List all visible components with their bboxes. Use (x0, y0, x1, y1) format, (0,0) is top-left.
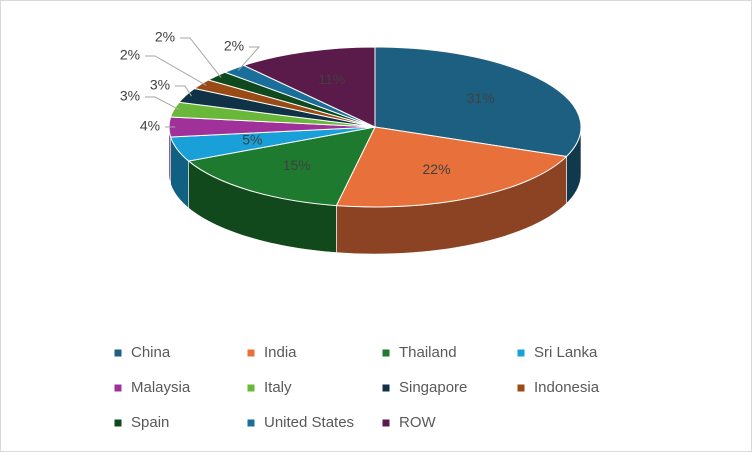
pie-slice (374, 46, 582, 157)
legend-label: Indonesia (534, 379, 600, 396)
legend-label: Malaysia (131, 379, 191, 396)
pie-slice (187, 126, 376, 207)
pie-slice (335, 126, 568, 208)
leader-line (145, 96, 181, 111)
data-label: 22% (423, 161, 451, 177)
legend: China India Thailand Sri Lanka Malaysia Italy… (114, 344, 600, 431)
legend-marker (247, 419, 255, 427)
legend-marker (114, 349, 122, 357)
data-label: 2% (155, 29, 175, 45)
data-label: 5% (242, 132, 262, 148)
leader-line (175, 85, 193, 97)
legend-label: United States (264, 414, 354, 431)
legend-marker (517, 384, 525, 392)
pie-sides (168, 126, 582, 255)
pie-tops (168, 46, 582, 208)
legend-label: Sri Lanka (534, 344, 598, 361)
leader-line (237, 46, 261, 71)
data-label: 3% (120, 88, 140, 104)
data-label: 15% (283, 157, 311, 173)
legend-marker (382, 349, 390, 357)
data-label: 3% (150, 77, 170, 93)
data-label: 2% (224, 38, 244, 54)
legend-marker (517, 349, 525, 357)
legend-label: India (264, 344, 297, 361)
legend-label: Spain (131, 414, 169, 431)
legend-marker (114, 419, 122, 427)
data-label: 11% (318, 71, 345, 87)
legend-label: Italy (264, 379, 292, 396)
data-label: 4% (140, 118, 160, 134)
legend-label: Singapore (399, 379, 467, 396)
legend-marker (382, 384, 390, 392)
leader-line (180, 37, 222, 78)
legend-marker (247, 384, 255, 392)
legend-marker (382, 419, 390, 427)
legend-label: China (131, 344, 171, 361)
pie-slice (242, 46, 376, 128)
leader-line (145, 55, 207, 86)
data-label: 31% (467, 90, 495, 106)
legend-marker (114, 384, 122, 392)
data-labels: 31%22%15%5%4%3%3%2%2%2%11% (120, 29, 495, 177)
legend-marker (247, 349, 255, 357)
legend-label: Thailand (399, 344, 457, 361)
data-label: 2% (120, 47, 140, 63)
legend-label: ROW (399, 414, 437, 431)
